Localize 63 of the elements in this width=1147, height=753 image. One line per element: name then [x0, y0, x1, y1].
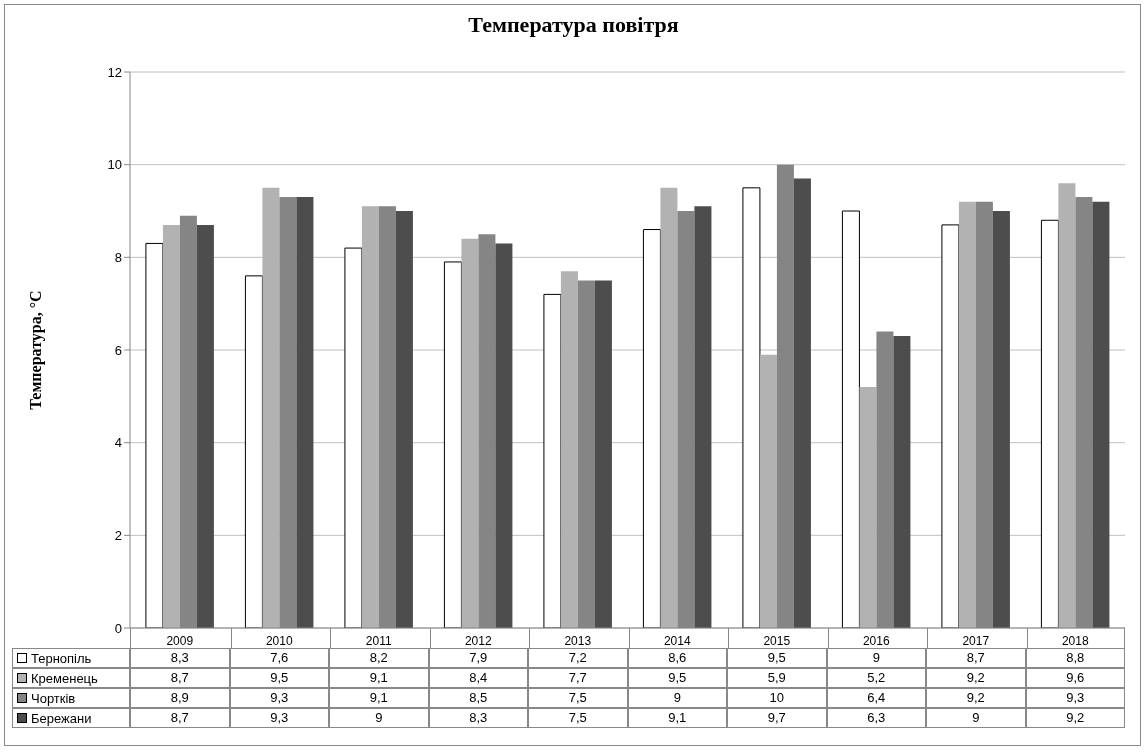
y-tick-label: 8 — [114, 249, 122, 265]
data-label: 9 — [627, 688, 727, 708]
data-label: 9,6 — [1025, 668, 1125, 688]
data-label: 9,7 — [727, 708, 827, 728]
legend-label: Чортків — [31, 690, 76, 706]
data-label: 9,2 — [1025, 708, 1125, 728]
data-label: 9 — [926, 708, 1026, 728]
y-tick-label: 2 — [114, 527, 122, 543]
data-label: 8,7 — [130, 668, 230, 688]
data-label: 5,2 — [826, 668, 926, 688]
data-label: 6,3 — [826, 708, 926, 728]
data-label: 8,9 — [130, 688, 230, 708]
x-tick-label: 2014 — [663, 633, 691, 648]
x-tick-label: 2010 — [265, 633, 293, 648]
data-label: 6,4 — [826, 688, 926, 708]
data-label: 8,6 — [627, 648, 727, 668]
legend-label: Бережани — [31, 710, 92, 726]
x-tick-label: 2009 — [166, 633, 194, 648]
data-label: 8,5 — [428, 688, 528, 708]
data-label: 9,2 — [926, 688, 1026, 708]
x-tick-label: 2011 — [365, 633, 392, 648]
data-label: 7,9 — [428, 648, 528, 668]
legend-label: Кременець — [31, 670, 98, 686]
data-label: 9,3 — [229, 708, 329, 728]
data-label: 9,5 — [627, 668, 727, 688]
y-tick-label: 6 — [114, 342, 122, 358]
data-label: 7,6 — [229, 648, 329, 668]
x-tick-label: 2015 — [763, 633, 791, 648]
y-axis-title: Температура, °C — [26, 290, 45, 410]
data-label: 5,9 — [727, 668, 827, 688]
y-tick-label: 10 — [107, 157, 122, 173]
data-label: 9,5 — [229, 668, 329, 688]
chart-title: Температура повітря — [467, 12, 680, 38]
data-label: 8,8 — [1025, 648, 1125, 668]
legend-label: Тернопіль — [31, 650, 92, 666]
data-label: 9,1 — [329, 688, 429, 708]
x-tick-label: 2017 — [962, 633, 990, 648]
x-tick-label: 2013 — [564, 633, 592, 648]
data-label: 9,5 — [727, 648, 827, 668]
data-label: 8,2 — [329, 648, 429, 668]
x-tick-label: 2016 — [862, 633, 890, 648]
data-label: 8,7 — [130, 708, 230, 728]
data-label: 7,5 — [528, 688, 628, 708]
data-label: 7,5 — [528, 708, 628, 728]
data-label: 10 — [727, 688, 827, 708]
data-label: 8,7 — [926, 648, 1026, 668]
data-label: 9,2 — [926, 668, 1026, 688]
data-label: 9,1 — [329, 668, 429, 688]
data-label: 8,3 — [130, 648, 230, 668]
data-label: 9,3 — [1025, 688, 1125, 708]
data-label: 9,1 — [627, 708, 727, 728]
data-label: 9 — [329, 708, 429, 728]
data-label: 8,4 — [428, 668, 528, 688]
x-tick-label: 2012 — [464, 633, 492, 648]
data-label: 9,3 — [229, 688, 329, 708]
data-label: 8,3 — [428, 708, 528, 728]
y-tick-label: 0 — [114, 620, 122, 636]
data-label: 9 — [826, 648, 926, 668]
data-label: 7,7 — [528, 668, 628, 688]
x-tick-label: 2018 — [1061, 633, 1089, 648]
y-tick-label: 4 — [114, 435, 122, 451]
y-tick-label: 12 — [107, 64, 122, 80]
data-label: 7,2 — [528, 648, 628, 668]
